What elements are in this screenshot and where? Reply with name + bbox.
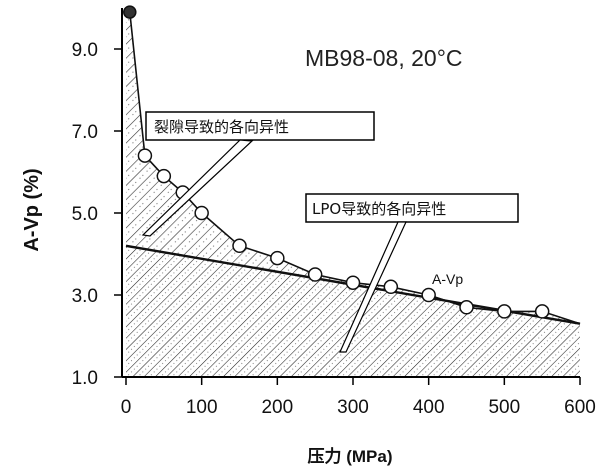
data-point bbox=[123, 5, 137, 19]
x-tick-label: 100 bbox=[186, 397, 218, 418]
x-tick-label: 400 bbox=[413, 397, 445, 418]
y-tick-label: 5.0 bbox=[72, 204, 98, 225]
y-tick-label: 3.0 bbox=[72, 286, 98, 307]
data-points bbox=[123, 5, 550, 319]
annotation-crack-label: 裂隙导致的各向异性 bbox=[154, 118, 289, 136]
annotation-crack-arrow bbox=[141, 139, 254, 237]
annotation-lpo-arrow bbox=[339, 221, 407, 353]
data-point bbox=[345, 275, 361, 290]
chart-title: MB98-08, 20°C bbox=[305, 45, 463, 71]
series-label: A-Vp bbox=[432, 271, 463, 287]
y-tick-label: 9.0 bbox=[72, 40, 98, 61]
annotation-crack: 裂隙导致的各向异性 bbox=[145, 111, 375, 141]
x-tick-label: 500 bbox=[488, 397, 520, 418]
y-axis-label: A-Vp (%) bbox=[21, 168, 43, 251]
lpo-anisotropy-region bbox=[126, 245, 580, 377]
series-curve bbox=[126, 11, 581, 325]
plot-area bbox=[123, 5, 581, 377]
data-point bbox=[156, 168, 172, 184]
data-point bbox=[194, 205, 209, 221]
data-point bbox=[421, 287, 436, 303]
x-axis: 0 100 200 300 400 500 600 bbox=[121, 376, 596, 418]
y-tick-label: 7.0 bbox=[72, 122, 98, 143]
x-tick-label: 300 bbox=[337, 397, 369, 418]
data-point bbox=[534, 304, 550, 319]
x-tick-label: 0 bbox=[121, 397, 132, 418]
x-tick-label: 200 bbox=[261, 397, 293, 418]
data-point bbox=[497, 304, 512, 319]
x-axis-label: 压力 (MPa) bbox=[308, 446, 393, 466]
data-point bbox=[232, 238, 247, 254]
y-tick-label: 1.0 bbox=[72, 368, 98, 389]
annotation-lpo: LPO导致的各向异性 bbox=[305, 193, 519, 223]
annotation-lpo-label: LPO导致的各向异性 bbox=[312, 200, 446, 218]
data-point bbox=[307, 267, 323, 282]
data-point bbox=[137, 148, 153, 163]
x-tick-label: 600 bbox=[564, 397, 596, 418]
y-axis: 1.0 3.0 5.0 7.0 9.0 bbox=[72, 8, 123, 389]
data-point bbox=[459, 300, 474, 315]
data-point bbox=[270, 250, 285, 266]
data-point bbox=[383, 279, 399, 295]
